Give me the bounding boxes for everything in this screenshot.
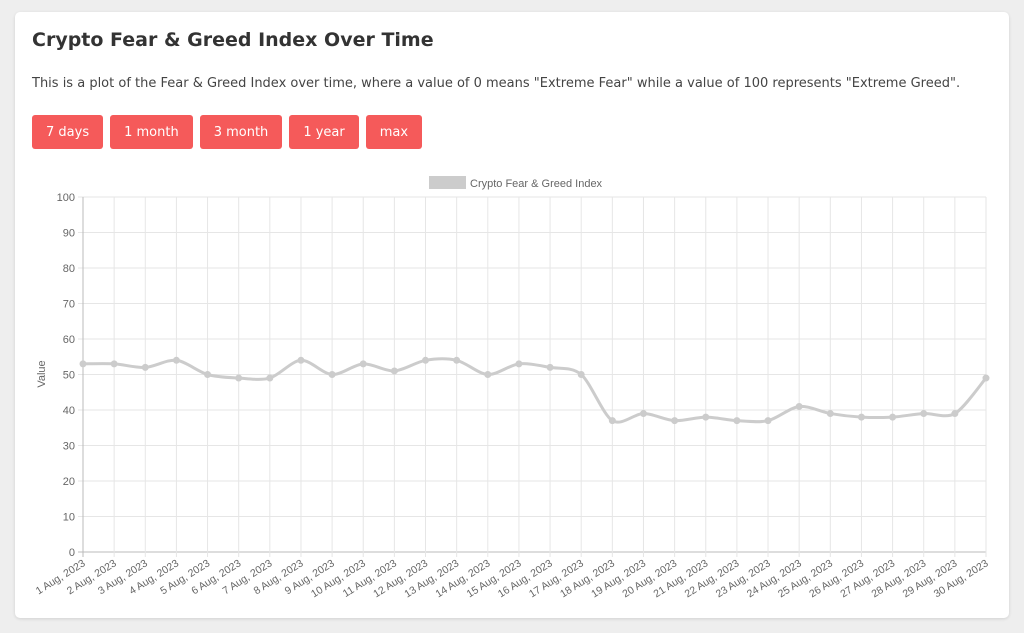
y-tick-label: 0 (69, 547, 75, 559)
data-point[interactable] (795, 402, 803, 410)
chart-points (79, 356, 990, 425)
y-tick-label: 70 (63, 299, 75, 311)
page-title: Crypto Fear & Greed Index Over Time (32, 29, 434, 51)
data-point[interactable] (328, 371, 336, 378)
range-1-month-button[interactable]: 1 month (110, 115, 193, 149)
y-tick-label: 30 (63, 441, 75, 453)
data-point[interactable] (733, 417, 741, 425)
data-point[interactable] (608, 417, 616, 425)
range-max-button[interactable]: max (365, 115, 423, 149)
range-3-month-button[interactable]: 3 month (199, 115, 283, 149)
data-point[interactable] (764, 417, 772, 425)
data-point[interactable] (79, 360, 87, 368)
data-point[interactable] (453, 356, 461, 364)
data-point[interactable] (982, 374, 990, 382)
y-axis-title: Value (36, 360, 48, 387)
data-point[interactable] (359, 360, 367, 368)
data-point[interactable] (266, 374, 274, 382)
data-point[interactable] (390, 367, 398, 375)
data-point[interactable] (826, 410, 834, 418)
y-tick-label: 50 (63, 370, 75, 382)
data-point[interactable] (141, 363, 149, 371)
chart-series (82, 357, 988, 424)
y-tick-label: 80 (63, 263, 75, 275)
data-point[interactable] (920, 410, 928, 418)
data-point[interactable] (204, 371, 212, 378)
data-point[interactable] (110, 360, 118, 368)
chart-card: Crypto Fear & Greed Index Over Time This… (15, 12, 1009, 618)
data-point[interactable] (889, 413, 897, 421)
data-point[interactable] (297, 356, 305, 364)
chart-legend[interactable]: Crypto Fear & Greed Index (429, 176, 603, 190)
range-7-days-button[interactable]: 7 days (32, 115, 104, 149)
page-description: This is a plot of the Fear & Greed Index… (32, 76, 961, 91)
data-point[interactable] (546, 363, 554, 371)
data-point[interactable] (951, 410, 959, 418)
y-tick-label: 10 (63, 512, 75, 524)
data-point[interactable] (577, 371, 585, 378)
chart-grid (78, 196, 987, 557)
y-tick-label: 60 (63, 334, 75, 346)
range-1-year-button[interactable]: 1 year (289, 115, 359, 149)
data-point[interactable] (235, 374, 243, 382)
data-point[interactable] (702, 413, 710, 421)
y-tick-label: 40 (63, 405, 75, 417)
data-point[interactable] (484, 371, 492, 378)
y-tick-label: 20 (63, 476, 75, 488)
data-point[interactable] (515, 360, 523, 368)
data-point[interactable] (172, 356, 180, 364)
y-tick-label: 100 (57, 192, 75, 204)
range-button-group: 7 days 1 month 3 month 1 year max (32, 115, 423, 149)
data-point[interactable] (857, 413, 865, 421)
y-tick-label: 90 (63, 228, 75, 240)
legend-label: Crypto Fear & Greed Index (470, 178, 603, 190)
data-point[interactable] (671, 417, 679, 425)
data-point[interactable] (422, 356, 430, 364)
data-point[interactable] (639, 410, 647, 418)
legend-swatch (429, 176, 466, 189)
series-line (82, 357, 988, 424)
